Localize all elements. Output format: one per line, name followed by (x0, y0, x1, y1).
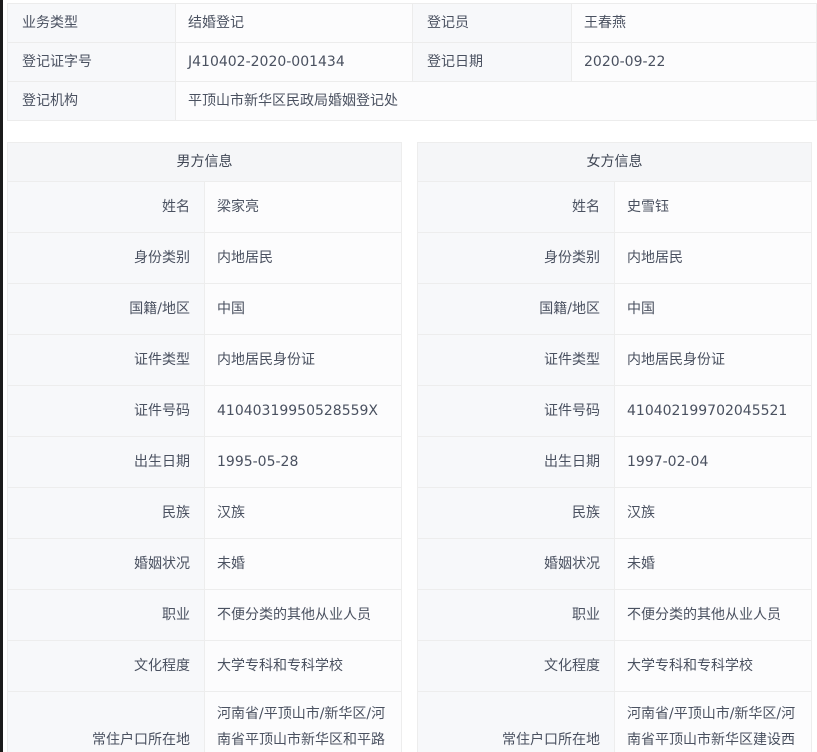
table-row: 业务类型 结婚登记 登记员 王春燕 (7, 3, 817, 43)
female-label-ethnicity: 民族 (417, 487, 615, 539)
panel-title-row: 男方信息 (7, 142, 402, 182)
male-household-address-text: 河南省/平顶山市/新华区/河南省平顶山市新华区和平路北６号院６号楼７２号 (217, 706, 386, 748)
female-label-document-number: 证件号码 (417, 385, 615, 437)
male-label-birth-date: 出生日期 (7, 436, 205, 488)
summary-value-certificate-number: J410402-2020-001434 (175, 42, 413, 82)
male-value-birth-date: 1995-05-28 (204, 436, 402, 488)
female-value-name: 史雪钰 (614, 181, 812, 233)
table-row: 职业 不便分类的其他从业人员 (7, 589, 402, 641)
table-row: 常住户口所在地 河南省/平顶山市/新华区/河南省平顶山市新华区建设西路北２号院８… (417, 691, 812, 752)
summary-label-agency: 登记机构 (7, 81, 176, 121)
female-info-panel: 女方信息 姓名 史雪钰 身份类别 内地居民 国籍/地区 中国 (417, 142, 812, 752)
female-value-document-number: 410402199702045521 (614, 385, 812, 437)
table-row: 登记机构 平顶山市新华区民政局婚姻登记处 (7, 81, 817, 121)
female-value-education: 大学专科和专科学校 (614, 640, 812, 692)
female-value-nationality: 中国 (614, 283, 812, 335)
registration-summary-table: 业务类型 结婚登记 登记员 王春燕 登记证字号 J410402-2020-001… (7, 3, 817, 121)
summary-label-business-type: 业务类型 (7, 3, 176, 43)
female-value-document-type: 内地居民身份证 (614, 334, 812, 386)
male-info-panel: 男方信息 姓名 梁家亮 身份类别 内地居民 国籍/地区 中国 (7, 142, 402, 752)
table-row: 证件类型 内地居民身份证 (7, 334, 402, 386)
male-label-identity-category: 身份类别 (7, 232, 205, 284)
female-label-document-type: 证件类型 (417, 334, 615, 386)
summary-label-registration-date: 登记日期 (412, 42, 572, 82)
summary-value-business-type: 结婚登记 (175, 3, 413, 43)
female-household-address-text: 河南省/平顶山市/新华区/河南省平顶山市新华区建设西路北２号院８号楼１５号 (627, 706, 796, 748)
table-row: 身份类别 内地居民 (417, 232, 812, 284)
female-label-nationality: 国籍/地区 (417, 283, 615, 335)
female-value-birth-date: 1997-02-04 (614, 436, 812, 488)
male-label-name: 姓名 (7, 181, 205, 233)
male-panel-title: 男方信息 (7, 142, 402, 182)
summary-value-agency: 平顶山市新华区民政局婚姻登记处 (175, 81, 817, 121)
table-row: 婚姻状况 未婚 (7, 538, 402, 590)
female-panel-title: 女方信息 (417, 142, 812, 182)
party-details-container: 男方信息 姓名 梁家亮 身份类别 内地居民 国籍/地区 中国 (7, 142, 816, 752)
male-value-marital-status: 未婚 (204, 538, 402, 590)
female-label-household-address: 常住户口所在地 (417, 691, 615, 752)
female-value-identity-category: 内地居民 (614, 232, 812, 284)
male-label-household-address: 常住户口所在地 (7, 691, 205, 752)
table-row: 出生日期 1997-02-04 (417, 436, 812, 488)
summary-value-registrar: 王春燕 (571, 3, 817, 43)
summary-value-registration-date: 2020-09-22 (571, 42, 817, 82)
summary-label-certificate-number: 登记证字号 (7, 42, 176, 82)
male-label-document-number: 证件号码 (7, 385, 205, 437)
male-label-education: 文化程度 (7, 640, 205, 692)
table-row: 文化程度 大学专科和专科学校 (7, 640, 402, 692)
male-value-identity-category: 内地居民 (204, 232, 402, 284)
male-label-ethnicity: 民族 (7, 487, 205, 539)
table-row: 证件号码 41040319950528559X (7, 385, 402, 437)
male-value-document-type: 内地居民身份证 (204, 334, 402, 386)
male-label-nationality: 国籍/地区 (7, 283, 205, 335)
panel-title-row: 女方信息 (417, 142, 812, 182)
male-value-document-number: 41040319950528559X (204, 385, 402, 437)
table-row: 身份类别 内地居民 (7, 232, 402, 284)
male-value-nationality: 中国 (204, 283, 402, 335)
table-row: 婚姻状况 未婚 (417, 538, 812, 590)
female-value-marital-status: 未婚 (614, 538, 812, 590)
summary-label-registrar: 登记员 (412, 3, 572, 43)
male-label-document-type: 证件类型 (7, 334, 205, 386)
table-row: 常住户口所在地 河南省/平顶山市/新华区/河南省平顶山市新华区和平路北６号院６号… (7, 691, 402, 752)
table-row: 登记证字号 J410402-2020-001434 登记日期 2020-09-2… (7, 42, 817, 82)
table-row: 国籍/地区 中国 (417, 283, 812, 335)
male-label-occupation: 职业 (7, 589, 205, 641)
table-row: 民族 汉族 (7, 487, 402, 539)
female-info-table: 女方信息 姓名 史雪钰 身份类别 内地居民 国籍/地区 中国 (417, 142, 812, 752)
male-value-name: 梁家亮 (204, 181, 402, 233)
table-row: 国籍/地区 中国 (7, 283, 402, 335)
male-info-table: 男方信息 姓名 梁家亮 身份类别 内地居民 国籍/地区 中国 (7, 142, 402, 752)
female-label-birth-date: 出生日期 (417, 436, 615, 488)
female-label-marital-status: 婚姻状况 (417, 538, 615, 590)
female-label-name: 姓名 (417, 181, 615, 233)
table-row: 姓名 史雪钰 (417, 181, 812, 233)
female-label-occupation: 职业 (417, 589, 615, 641)
table-row: 出生日期 1995-05-28 (7, 436, 402, 488)
female-value-occupation: 不便分类的其他从业人员 (614, 589, 812, 641)
table-row: 证件类型 内地居民身份证 (417, 334, 812, 386)
female-label-identity-category: 身份类别 (417, 232, 615, 284)
table-row: 职业 不便分类的其他从业人员 (417, 589, 812, 641)
male-value-education: 大学专科和专科学校 (204, 640, 402, 692)
male-value-household-address: 河南省/平顶山市/新华区/河南省平顶山市新华区和平路北６号院６号楼７２号 (204, 691, 402, 752)
female-value-ethnicity: 汉族 (614, 487, 812, 539)
male-label-marital-status: 婚姻状况 (7, 538, 205, 590)
male-value-ethnicity: 汉族 (204, 487, 402, 539)
table-row: 文化程度 大学专科和专科学校 (417, 640, 812, 692)
female-label-education: 文化程度 (417, 640, 615, 692)
table-row: 证件号码 410402199702045521 (417, 385, 812, 437)
male-value-occupation: 不便分类的其他从业人员 (204, 589, 402, 641)
table-row: 姓名 梁家亮 (7, 181, 402, 233)
table-row: 民族 汉族 (417, 487, 812, 539)
female-value-household-address: 河南省/平顶山市/新华区/河南省平顶山市新华区建设西路北２号院８号楼１５号 (614, 691, 812, 752)
